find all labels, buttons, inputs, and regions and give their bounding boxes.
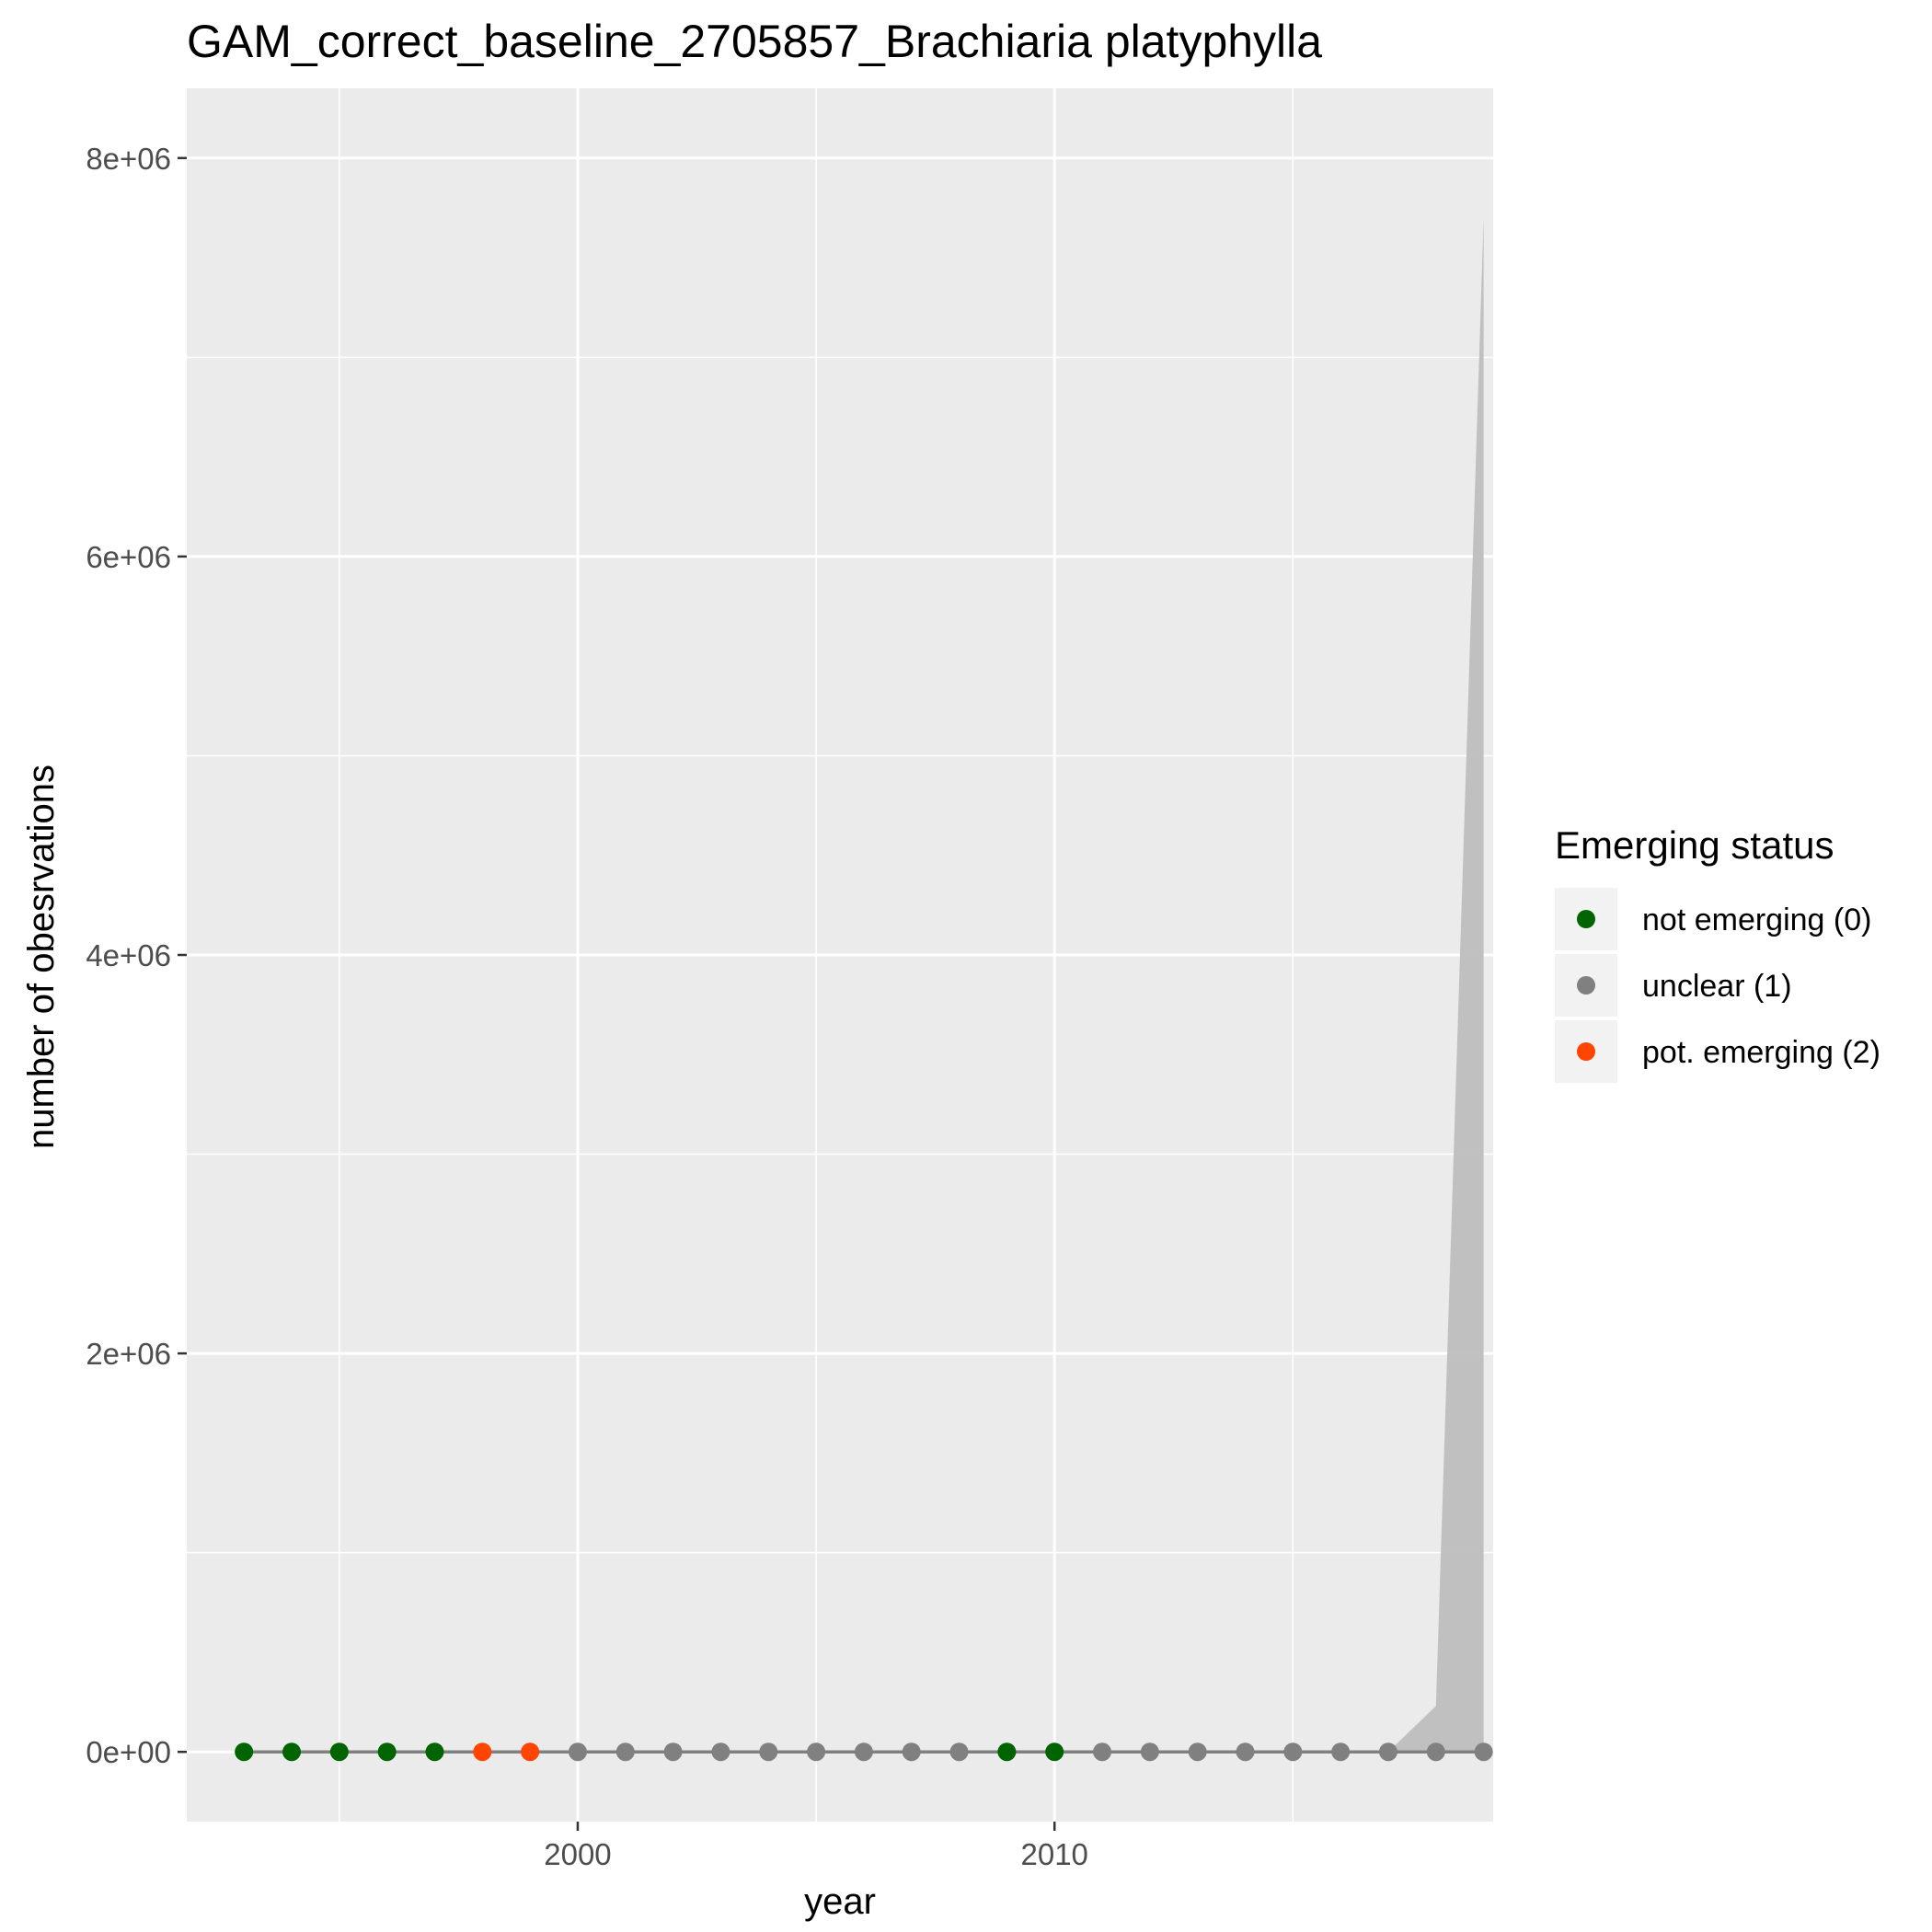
data-point — [568, 1742, 587, 1762]
legend-marker — [1577, 976, 1595, 995]
legend: Emerging status not emerging (0) unclear … — [1555, 823, 1880, 1083]
data-point — [854, 1742, 873, 1762]
data-point — [1045, 1742, 1064, 1762]
data-point — [1474, 1742, 1493, 1762]
data-point — [235, 1742, 254, 1762]
legend-label: pot. emerging (2) — [1642, 1035, 1880, 1070]
data-point — [711, 1742, 730, 1762]
y-axis-label: number of obesrvations — [21, 765, 62, 1149]
data-point — [615, 1742, 635, 1762]
y-tick-label: 0e+00 — [86, 1735, 171, 1769]
ribbon-area — [1387, 217, 1484, 1753]
x-axis-label: year — [804, 1881, 876, 1922]
legend-title: Emerging status — [1555, 823, 1834, 867]
data-point — [473, 1742, 492, 1762]
data-point — [1093, 1742, 1112, 1762]
data-point — [282, 1742, 302, 1762]
data-point — [1188, 1742, 1207, 1762]
y-axis: 0e+00 2e+06 4e+06 6e+06 8e+06 — [86, 142, 187, 1769]
data-point — [997, 1742, 1017, 1762]
y-tick-label: 8e+06 — [86, 142, 171, 176]
data-point — [663, 1742, 683, 1762]
x-tick-label: 2010 — [1021, 1837, 1088, 1871]
legend-marker — [1577, 910, 1595, 928]
data-point — [902, 1742, 921, 1762]
data-point — [1331, 1742, 1351, 1762]
data-point — [521, 1742, 540, 1762]
data-point — [425, 1742, 444, 1762]
legend-label: not emerging (0) — [1642, 903, 1871, 937]
x-tick-label: 2000 — [544, 1837, 611, 1871]
data-point — [329, 1742, 349, 1762]
data-point — [1378, 1742, 1397, 1762]
legend-label: unclear (1) — [1642, 969, 1792, 1004]
y-tick-label: 2e+06 — [86, 1337, 171, 1371]
data-point — [759, 1742, 778, 1762]
data-points — [235, 1742, 1493, 1762]
data-point — [377, 1742, 397, 1762]
data-point — [1426, 1742, 1445, 1762]
x-axis: 2000 2010 — [544, 1822, 1088, 1871]
data-point — [1140, 1742, 1159, 1762]
y-tick-label: 6e+06 — [86, 540, 171, 574]
data-point — [949, 1742, 969, 1762]
legend-marker — [1577, 1042, 1595, 1061]
data-point — [1283, 1742, 1303, 1762]
y-tick-label: 4e+06 — [86, 938, 171, 972]
data-point — [1236, 1742, 1255, 1762]
chart-title: GAM_correct_baseline_2705857_Brachiaria … — [187, 16, 1322, 67]
confidence-ribbon — [1387, 217, 1484, 1753]
data-point — [807, 1742, 826, 1762]
